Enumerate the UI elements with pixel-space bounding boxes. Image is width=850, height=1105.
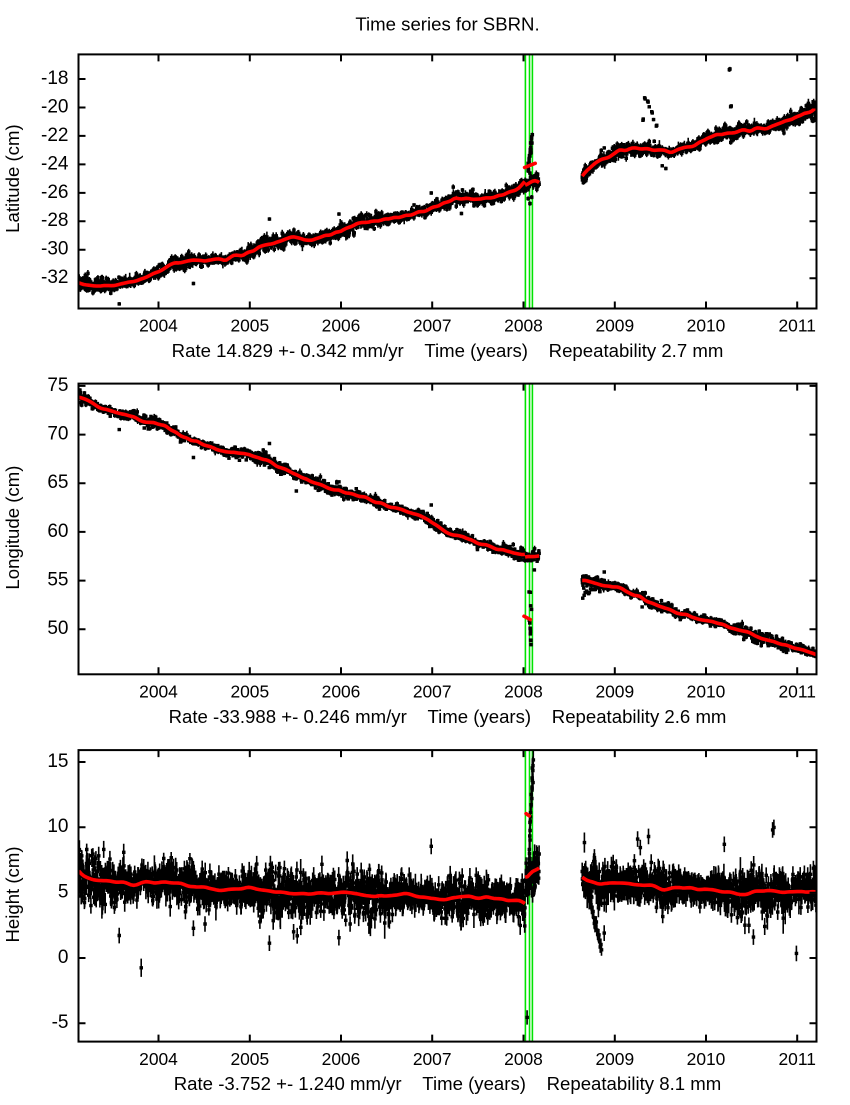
svg-text:2005: 2005	[230, 682, 269, 702]
svg-text:2004: 2004	[139, 316, 178, 336]
svg-text:Rate 14.829 +- 0.342 mm/yr: Rate 14.829 +- 0.342 mm/yr Time (years) …	[172, 340, 724, 361]
svg-text:Time series for SBRN.: Time series for SBRN.	[355, 14, 539, 35]
svg-text:2005: 2005	[230, 1049, 269, 1069]
svg-text:2006: 2006	[322, 316, 361, 336]
svg-text:5: 5	[58, 882, 69, 903]
svg-text:2009: 2009	[595, 316, 634, 336]
svg-text:2007: 2007	[413, 316, 452, 336]
svg-text:2006: 2006	[322, 682, 361, 702]
svg-text:2011: 2011	[778, 316, 815, 336]
svg-text:-26: -26	[41, 182, 68, 203]
svg-text:2004: 2004	[139, 682, 178, 702]
svg-text:2007: 2007	[413, 1049, 452, 1069]
svg-text:2005: 2005	[230, 316, 269, 336]
svg-text:75: 75	[47, 375, 68, 396]
svg-text:0: 0	[58, 947, 69, 968]
svg-text:15: 15	[47, 751, 68, 772]
svg-text:60: 60	[47, 521, 68, 542]
svg-text:Rate -3.752 +- 1.240 mm/yr: Rate -3.752 +- 1.240 mm/yr Time (years) …	[174, 1073, 722, 1094]
svg-text:10: 10	[47, 816, 68, 837]
svg-text:65: 65	[47, 472, 68, 493]
svg-text:50: 50	[47, 618, 68, 639]
svg-text:70: 70	[47, 424, 68, 445]
svg-text:2006: 2006	[322, 1049, 361, 1069]
svg-text:-22: -22	[41, 125, 68, 146]
svg-text:Longitude (cm): Longitude (cm)	[2, 466, 23, 590]
svg-text:-30: -30	[41, 239, 68, 260]
svg-text:2011: 2011	[778, 1049, 815, 1069]
svg-text:-5: -5	[52, 1012, 69, 1033]
svg-text:2011: 2011	[778, 682, 815, 702]
svg-text:2010: 2010	[687, 1049, 726, 1069]
svg-text:2008: 2008	[504, 316, 543, 336]
svg-text:-28: -28	[41, 210, 68, 231]
svg-text:Height (cm): Height (cm)	[2, 846, 23, 942]
svg-text:2010: 2010	[687, 316, 726, 336]
svg-text:2009: 2009	[595, 1049, 634, 1069]
svg-text:Rate -33.988 +- 0.246 mm/yr: Rate -33.988 +- 0.246 mm/yr Time (years)…	[169, 706, 727, 727]
svg-text:2004: 2004	[139, 1049, 178, 1069]
svg-text:Latitude (cm): Latitude (cm)	[2, 124, 23, 233]
svg-text:2008: 2008	[504, 682, 543, 702]
svg-text:2009: 2009	[595, 682, 634, 702]
svg-text:-32: -32	[41, 267, 68, 288]
svg-text:55: 55	[47, 570, 68, 591]
svg-text:2007: 2007	[413, 682, 452, 702]
svg-text:2008: 2008	[504, 1049, 543, 1069]
svg-text:2010: 2010	[687, 682, 726, 702]
svg-text:-24: -24	[41, 153, 69, 174]
svg-text:-20: -20	[41, 96, 68, 117]
svg-text:-18: -18	[41, 68, 68, 89]
